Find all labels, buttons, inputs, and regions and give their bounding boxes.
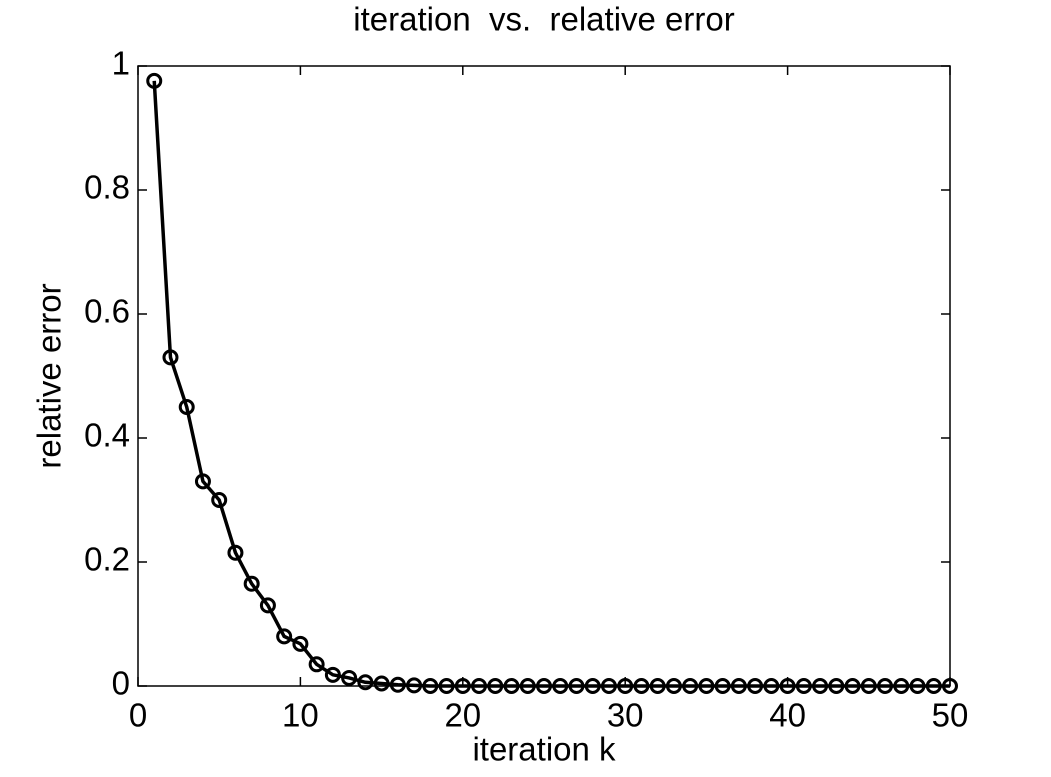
y-tick-label: 0.6: [84, 293, 130, 330]
data-point: [406, 677, 423, 694]
data-point: [730, 678, 747, 694]
data-point: [471, 678, 488, 694]
data-line: [152, 80, 950, 688]
data-point: [893, 678, 910, 694]
y-axis-label: relative error: [31, 283, 68, 468]
x-axis-label: iteration k: [472, 731, 616, 768]
data-point: [178, 399, 195, 415]
data-point: [633, 678, 650, 694]
data-point: [519, 678, 536, 694]
x-tick-label: 30: [607, 697, 644, 734]
data-point: [324, 666, 341, 683]
x-tick-label: 50: [932, 697, 969, 734]
data-point: [422, 678, 439, 694]
data-point: [877, 678, 894, 694]
data-point: [795, 678, 812, 694]
data-point: [536, 678, 552, 694]
y-tick-label: 0: [112, 665, 130, 702]
data-point: [844, 678, 861, 694]
data-point: [162, 349, 179, 366]
data-point: [503, 678, 520, 694]
data-point: [600, 678, 617, 694]
data-point: [617, 678, 634, 694]
data-point: [665, 678, 682, 694]
x-tick-label: 10: [282, 697, 319, 734]
data-point: [747, 678, 764, 694]
y-tick-label: 0.8: [84, 169, 130, 206]
data-point: [259, 597, 276, 614]
data-point: [194, 473, 211, 490]
chart-title: iteration vs. relative error: [353, 1, 734, 38]
data-point: [487, 678, 504, 694]
data-point: [227, 544, 244, 561]
data-point: [454, 678, 471, 694]
data-point: [649, 678, 666, 694]
data-point: [909, 678, 926, 694]
y-tick-label: 0.2: [84, 541, 130, 578]
x-tick-label: 0: [129, 697, 147, 734]
data-point: [146, 72, 163, 89]
data-point: [779, 678, 796, 694]
data-point: [568, 678, 585, 694]
data-point: [211, 492, 228, 508]
y-tick-label: 1: [112, 45, 130, 82]
data-point: [389, 676, 406, 693]
data-point: [812, 678, 829, 694]
y-tick-label: 0.4: [84, 417, 130, 454]
data-point: [438, 678, 455, 694]
data-point: [925, 678, 942, 694]
data-point: [276, 628, 293, 645]
x-tick-label: 40: [769, 697, 806, 734]
data-point: [714, 678, 731, 694]
data-point: [942, 678, 958, 694]
x-tick-label: 20: [444, 697, 481, 734]
data-point: [698, 678, 715, 694]
data-point: [860, 678, 877, 694]
data-point: [292, 635, 309, 652]
data-point: [308, 656, 325, 673]
data-point: [584, 678, 601, 694]
data-point: [357, 674, 374, 691]
data-point: [373, 675, 390, 692]
data-point: [552, 678, 569, 694]
data-point: [682, 678, 699, 694]
data-point: [828, 678, 845, 694]
data-point: [763, 678, 780, 694]
data-point: [243, 575, 260, 592]
data-point: [341, 669, 358, 686]
